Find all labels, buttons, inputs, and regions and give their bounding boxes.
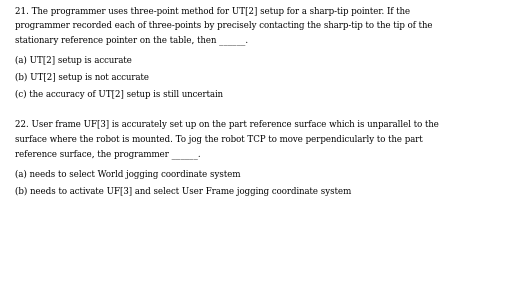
Text: reference surface, the programmer ______.: reference surface, the programmer ______… <box>15 149 201 159</box>
Text: stationary reference pointer on the table, then ______.: stationary reference pointer on the tabl… <box>15 35 248 45</box>
Text: (c) the accuracy of UT[2] setup is still uncertain: (c) the accuracy of UT[2] setup is still… <box>15 90 223 99</box>
Text: 22. User frame UF[3] is accurately set up on the part reference surface which is: 22. User frame UF[3] is accurately set u… <box>15 120 439 129</box>
Text: programmer recorded each of three-points by precisely contacting the sharp-tip t: programmer recorded each of three-points… <box>15 21 433 30</box>
Text: (a) needs to select World jogging coordinate system: (a) needs to select World jogging coordi… <box>15 170 241 179</box>
Text: (a) UT[2] setup is accurate: (a) UT[2] setup is accurate <box>15 56 132 65</box>
Text: surface where the robot is mounted. To jog the robot TCP to move perpendicularly: surface where the robot is mounted. To j… <box>15 135 423 144</box>
Text: 21. The programmer uses three-point method for UT[2] setup for a sharp-tip point: 21. The programmer uses three-point meth… <box>15 7 410 16</box>
Text: (b) needs to activate UF[3] and select User Frame jogging coordinate system: (b) needs to activate UF[3] and select U… <box>15 187 352 196</box>
Text: (b) UT[2] setup is not accurate: (b) UT[2] setup is not accurate <box>15 73 149 82</box>
